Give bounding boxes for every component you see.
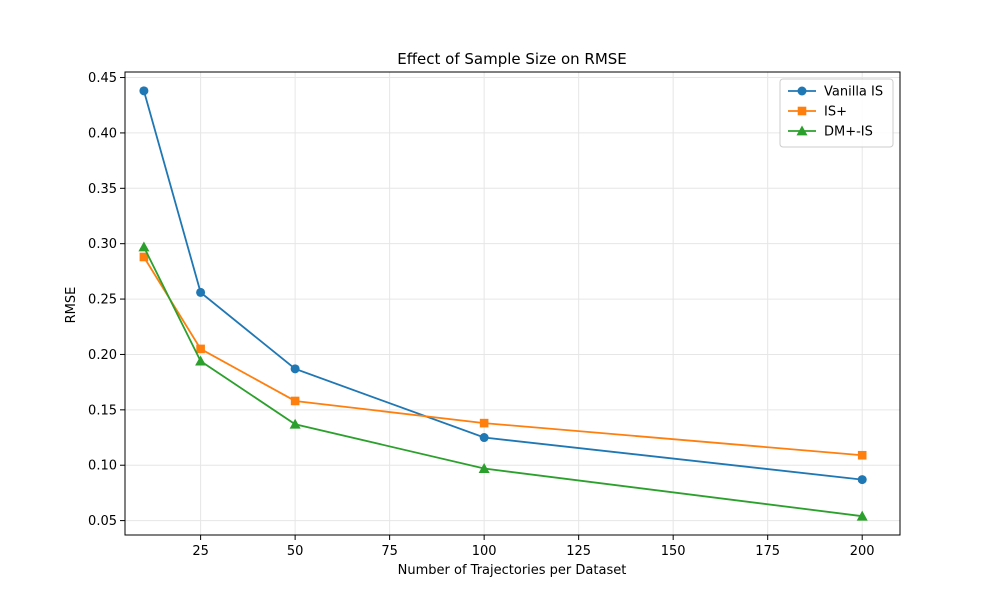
legend-item: IS+ (788, 105, 847, 120)
series-line (143, 256, 863, 457)
data-point (139, 86, 149, 96)
x-tick-label: 125 (566, 544, 591, 559)
y-tick-label: 0.25 (88, 293, 117, 308)
x-axis-label: Number of Trajectories per Dataset (398, 563, 627, 578)
y-axis: 0.05 0.10 0.15 0.20 0.25 0.30 0.35 0.40 0.45 (88, 71, 125, 529)
x-tick-label: 25 (192, 544, 209, 559)
y-tick-label: 0.35 (88, 182, 117, 197)
x-tick-label: 150 (661, 544, 686, 559)
data-point (857, 450, 867, 460)
data-point (290, 364, 300, 374)
legend-marker (796, 125, 808, 136)
legend-item: DM+-IS (788, 125, 873, 140)
y-tick-label: 0.40 (88, 126, 117, 141)
data-point (138, 241, 150, 252)
legend-label: IS+ (824, 105, 847, 120)
series-dm-is (138, 241, 868, 521)
legend-box (779, 78, 894, 148)
legend-item: Vanilla IS (788, 85, 883, 100)
legend: Vanilla IS IS+ DM+-IS (779, 78, 894, 148)
x-tick-label: 200 (850, 544, 875, 559)
data-point (196, 344, 205, 354)
data-point (479, 418, 489, 428)
data-point (195, 355, 207, 366)
y-tick-label: 0.05 (88, 514, 117, 529)
data-point (139, 252, 149, 262)
x-tick-label: 100 (472, 544, 497, 559)
series-is (139, 252, 867, 460)
legend-label: DM+-IS (824, 125, 873, 140)
y-axis-label: RMSE (64, 287, 79, 324)
series-vanilla-is (139, 86, 867, 485)
data-point (289, 418, 301, 429)
grid (125, 72, 900, 535)
data-point (479, 433, 489, 443)
series-line (143, 246, 863, 518)
legend-marker (797, 106, 807, 116)
data-point (290, 396, 300, 406)
data-point (196, 287, 206, 297)
x-tick-label: 175 (755, 544, 780, 559)
y-tick-label: 0.10 (88, 459, 117, 474)
legend-marker (797, 86, 807, 96)
legend-label: Vanilla IS (824, 85, 883, 100)
y-tick-label: 0.20 (88, 348, 117, 363)
y-tick-label: 0.15 (88, 403, 117, 418)
x-tick-label: 75 (381, 544, 398, 559)
series-line (143, 90, 863, 481)
x-tick-label: 50 (287, 544, 304, 559)
series-layer (138, 86, 868, 521)
data-point (856, 510, 868, 521)
chart-title: Effect of Sample Size on RMSE (397, 50, 627, 68)
plot-frame (124, 71, 901, 536)
x-axis: 25 50 75 100 125 150 175 200 (192, 535, 875, 559)
data-point (857, 475, 867, 485)
y-tick-label: 0.45 (88, 71, 117, 86)
data-point (478, 463, 490, 473)
y-tick-label: 0.30 (88, 237, 117, 252)
